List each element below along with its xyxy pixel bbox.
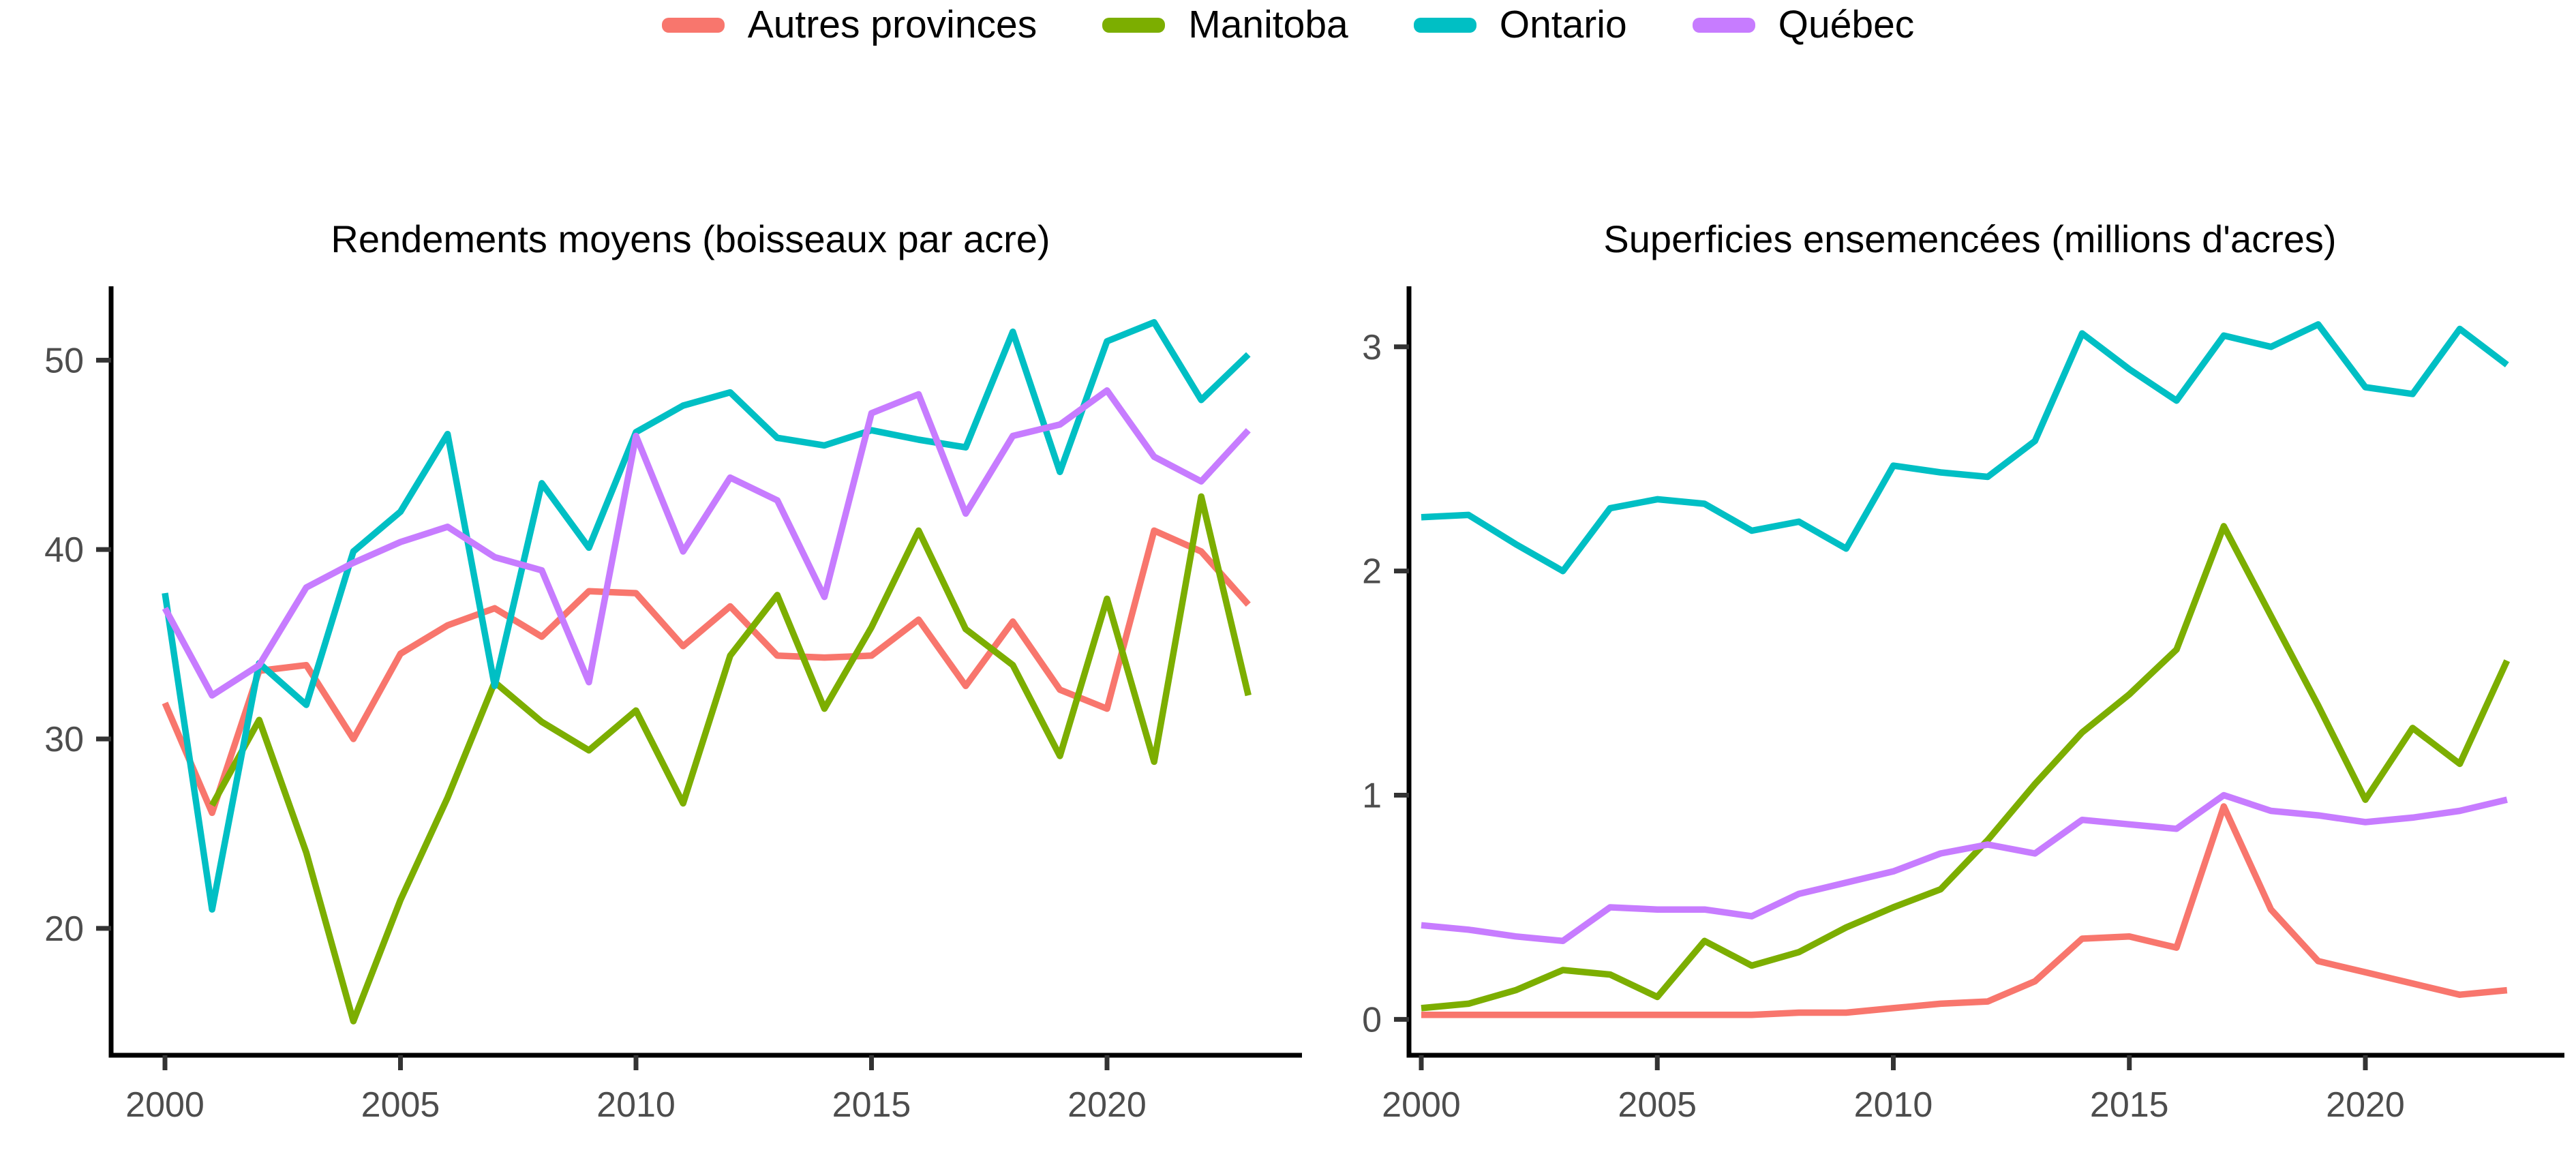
legend-swatch-autres-provinces bbox=[661, 17, 725, 33]
svg-text:2020: 2020 bbox=[1067, 1085, 1147, 1125]
panel-title-seeded-area: Superficies ensemencées (millions d'acre… bbox=[1603, 217, 2337, 260]
svg-text:2005: 2005 bbox=[1618, 1085, 1697, 1125]
legend-swatch-ontario bbox=[1413, 17, 1476, 33]
svg-text:2020: 2020 bbox=[2326, 1085, 2405, 1125]
svg-text:2010: 2010 bbox=[1854, 1085, 1933, 1125]
svg-text:1: 1 bbox=[1362, 776, 1382, 816]
svg-text:50: 50 bbox=[44, 341, 84, 380]
svg-text:2005: 2005 bbox=[361, 1085, 440, 1125]
svg-text:30: 30 bbox=[44, 720, 84, 759]
legend-label-quebec: Québec bbox=[1778, 3, 1915, 46]
svg-text:2000: 2000 bbox=[1382, 1085, 1461, 1125]
svg-text:3: 3 bbox=[1362, 328, 1382, 367]
legend-swatch-manitoba bbox=[1102, 17, 1166, 33]
svg-text:2000: 2000 bbox=[125, 1085, 204, 1125]
legend-swatch-quebec bbox=[1692, 17, 1755, 33]
legend: Autres provinces Manitoba Ontario Québec bbox=[0, 5, 2576, 44]
svg-text:20: 20 bbox=[44, 909, 84, 949]
svg-text:2015: 2015 bbox=[2090, 1085, 2169, 1125]
legend-label-autres-provinces: Autres provinces bbox=[747, 3, 1037, 46]
panel-title-yields: Rendements moyens (boisseaux par acre) bbox=[331, 217, 1050, 260]
svg-text:2: 2 bbox=[1362, 552, 1382, 592]
svg-text:0: 0 bbox=[1362, 1000, 1382, 1040]
legend-item-ontario: Ontario bbox=[1413, 3, 1627, 46]
svg-text:40: 40 bbox=[44, 530, 84, 570]
legend-label-ontario: Ontario bbox=[1499, 3, 1627, 46]
svg-text:2015: 2015 bbox=[832, 1085, 911, 1125]
legend-item-autres-provinces: Autres provinces bbox=[661, 3, 1037, 46]
svg-text:2010: 2010 bbox=[596, 1085, 676, 1125]
legend-item-manitoba: Manitoba bbox=[1102, 5, 1348, 44]
legend-item-quebec: Québec bbox=[1692, 3, 1915, 46]
legend-label-manitoba: Manitoba bbox=[1188, 3, 1348, 46]
